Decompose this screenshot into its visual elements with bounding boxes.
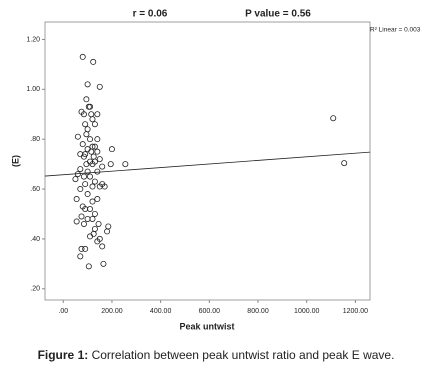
point	[77, 166, 84, 173]
point	[90, 58, 97, 65]
point	[94, 168, 101, 175]
point	[96, 83, 103, 90]
point	[82, 181, 89, 188]
point	[84, 191, 91, 198]
point	[82, 245, 89, 252]
point	[122, 161, 129, 168]
point	[91, 121, 98, 128]
point	[77, 186, 84, 193]
point	[77, 253, 84, 260]
y-tick-label: .20	[30, 286, 40, 293]
point	[80, 220, 87, 227]
x-tick-label: .00	[58, 308, 68, 315]
point	[87, 233, 94, 240]
point	[74, 133, 81, 140]
point	[88, 148, 95, 155]
point	[100, 260, 107, 267]
point	[94, 111, 101, 118]
x-tick-label: 200.00	[101, 308, 123, 315]
point	[94, 238, 101, 245]
point	[79, 53, 86, 60]
point	[87, 103, 94, 110]
x-tick-label: 600.00	[199, 308, 221, 315]
y-tick-label: 1.00	[26, 86, 40, 93]
point	[84, 168, 91, 175]
point	[94, 196, 101, 203]
point	[330, 115, 337, 122]
y-tick-label: .80	[30, 136, 40, 143]
point	[108, 146, 115, 153]
point	[89, 116, 96, 123]
point	[91, 210, 98, 217]
annotation: r = 0.06	[133, 9, 168, 20]
point	[84, 81, 91, 88]
point	[79, 141, 86, 148]
point	[95, 220, 102, 227]
point	[94, 148, 101, 155]
annotation: P value = 0.56	[245, 9, 311, 20]
y-tick-label: .40	[30, 236, 40, 243]
point	[83, 96, 90, 103]
point	[83, 131, 90, 138]
x-tick-label: 400.00	[150, 308, 172, 315]
point	[80, 173, 87, 180]
point	[91, 178, 98, 185]
point	[78, 245, 85, 252]
point	[89, 198, 96, 205]
point	[83, 161, 90, 168]
trend-line	[44, 151, 371, 177]
point	[89, 183, 96, 190]
point	[87, 205, 94, 212]
point	[341, 160, 348, 167]
point	[80, 153, 87, 160]
fit-label: R² Linear = 0.003	[370, 27, 421, 34]
point	[82, 121, 89, 128]
point	[73, 196, 80, 203]
caption-text: Correlation between peak untwist ratio a…	[92, 348, 395, 362]
x-axis-label: Peak untwist	[179, 321, 234, 331]
point	[73, 218, 80, 225]
point	[104, 228, 111, 235]
y-axis-label: (E)	[10, 155, 20, 167]
caption-label: Figure 1:	[38, 348, 89, 362]
point	[89, 161, 96, 168]
y-tick-label: 1.20	[26, 36, 40, 43]
point	[72, 176, 79, 183]
point	[89, 215, 96, 222]
point	[91, 143, 98, 150]
x-tick-label: 1000.00	[294, 308, 319, 315]
point	[101, 183, 108, 190]
caption: Figure 1: Correlation between peak untwi…	[38, 348, 395, 362]
point	[85, 263, 92, 270]
point	[87, 173, 94, 180]
plot-area	[44, 21, 371, 301]
x-tick-label: 1200.00	[343, 308, 368, 315]
point	[107, 161, 114, 168]
y-tick-label: .60	[30, 186, 40, 193]
point	[99, 163, 106, 170]
point	[78, 213, 85, 220]
point	[94, 136, 101, 143]
point	[74, 171, 81, 178]
x-tick-label: 800.00	[247, 308, 269, 315]
point	[96, 156, 103, 163]
point	[99, 243, 106, 250]
point	[80, 111, 87, 118]
point	[87, 136, 94, 143]
